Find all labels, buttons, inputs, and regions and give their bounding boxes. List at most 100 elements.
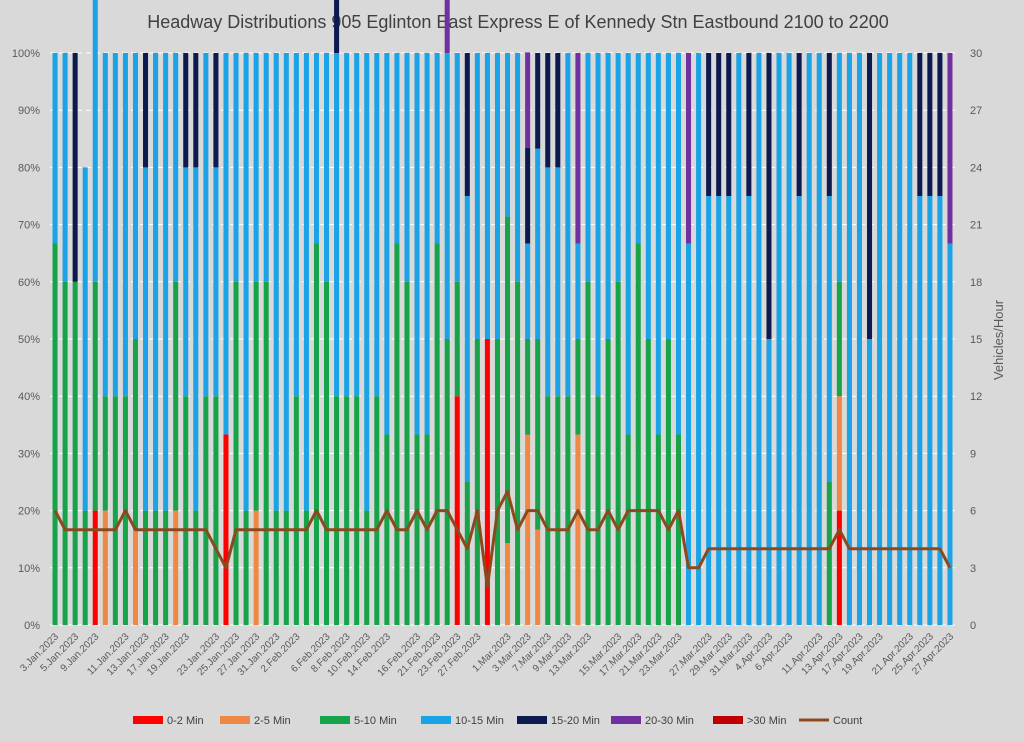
bar-segment <box>434 53 440 244</box>
bar-segment <box>515 53 521 282</box>
bar-segment <box>72 281 78 625</box>
legend-swatch <box>713 716 743 724</box>
bar-segment <box>505 543 511 625</box>
bar-segment <box>444 339 450 625</box>
y2-tick-label: 27 <box>970 105 982 117</box>
bar-segment <box>344 53 350 397</box>
bar-segment <box>575 53 581 244</box>
bar-segment <box>143 53 149 168</box>
bar-segment <box>334 0 340 53</box>
y2-tick-label: 15 <box>970 334 982 346</box>
bar-segment <box>494 53 500 339</box>
bar-segment <box>836 53 842 282</box>
bar-segment <box>897 53 903 625</box>
bar-segment <box>605 339 611 625</box>
bar-segment <box>434 243 440 625</box>
legend-label: 10-15 Min <box>455 715 504 727</box>
bar-segment <box>665 53 671 339</box>
y2-tick-label: 24 <box>970 162 982 174</box>
bar-segment <box>575 339 581 435</box>
legend: 0-2 Min 2-5 Min 5-10 Min 10-15 Min 15-20 Min… <box>133 715 862 727</box>
bar-segment <box>484 53 490 339</box>
bar-segment <box>575 434 581 625</box>
legend-label: 0-2 Min <box>167 715 204 727</box>
bar-segment <box>927 53 933 196</box>
bar-segment <box>867 339 873 625</box>
bar-segment <box>233 281 239 625</box>
bar-segment <box>203 396 209 625</box>
bar-segment <box>806 53 812 625</box>
bar-segment <box>444 53 450 339</box>
bar-segment <box>696 53 702 625</box>
bar-segment <box>585 281 591 625</box>
bar-segment <box>535 148 541 339</box>
bar-segment <box>535 53 541 149</box>
bar-segment <box>414 434 420 625</box>
bar-segment <box>565 53 571 397</box>
bar-segment <box>163 510 169 625</box>
gridlines <box>50 52 955 626</box>
bar-segment <box>384 53 390 435</box>
bar-segment <box>515 281 521 625</box>
bar-segment <box>374 53 380 397</box>
bar-segment <box>253 281 259 511</box>
bar-segment <box>494 339 500 625</box>
bar-segment <box>927 196 933 625</box>
bar-segment <box>474 339 480 625</box>
bar-segment <box>293 396 299 625</box>
bar-segment <box>112 53 118 397</box>
bar-segment <box>193 167 199 511</box>
bar-segment <box>303 53 309 511</box>
bar-segment <box>525 434 531 625</box>
y2-tick-label: 30 <box>970 48 982 60</box>
y-tick-label: 40% <box>18 391 40 403</box>
bar-segment <box>907 53 913 625</box>
bar-segment <box>344 396 350 625</box>
bar-segment <box>675 53 681 435</box>
bar-segment <box>313 243 319 625</box>
y-axis-right: 0 3 6 9 12 15 18 21 24 27 30 <box>970 48 982 632</box>
bar-segment <box>132 339 138 530</box>
bar-segment <box>625 53 631 435</box>
bar-segment <box>243 53 249 511</box>
bar-segment <box>716 196 722 625</box>
bar-segment <box>213 167 219 397</box>
bar-segment <box>394 243 400 625</box>
bar-segment <box>917 196 923 625</box>
bar-segment <box>354 53 360 397</box>
bar-segment <box>706 53 712 196</box>
bar-segment <box>203 53 209 397</box>
bar-segment <box>354 396 360 625</box>
bar-segment <box>484 339 490 625</box>
bar-segment <box>454 396 460 625</box>
bar-segment <box>52 53 58 244</box>
bar-segment <box>454 281 460 397</box>
bar-segment <box>766 53 772 339</box>
bar-segment <box>223 53 229 435</box>
legend-swatch <box>133 716 163 724</box>
bar-segment <box>384 434 390 625</box>
bar-segment <box>263 53 269 282</box>
bar-segment <box>535 339 541 530</box>
legend-label: 20-30 Min <box>645 715 694 727</box>
bar-segment <box>163 53 169 511</box>
y2-tick-label: 21 <box>970 220 982 232</box>
bar-segment <box>716 53 722 196</box>
y-tick-label: 60% <box>18 277 40 289</box>
stacked-bars <box>52 0 953 625</box>
bar-segment <box>766 339 772 625</box>
bar-segment <box>736 53 742 625</box>
bar-segment <box>635 53 641 244</box>
bar-segment <box>334 396 340 625</box>
bar-segment <box>686 243 692 625</box>
bar-segment <box>283 53 289 511</box>
bar-segment <box>233 53 239 282</box>
y-tick-label: 100% <box>12 48 40 60</box>
y-tick-label: 80% <box>18 162 40 174</box>
bar-segment <box>525 52 531 148</box>
bar-segment <box>334 53 340 397</box>
bar-segment <box>92 281 98 511</box>
bar-segment <box>464 482 470 625</box>
